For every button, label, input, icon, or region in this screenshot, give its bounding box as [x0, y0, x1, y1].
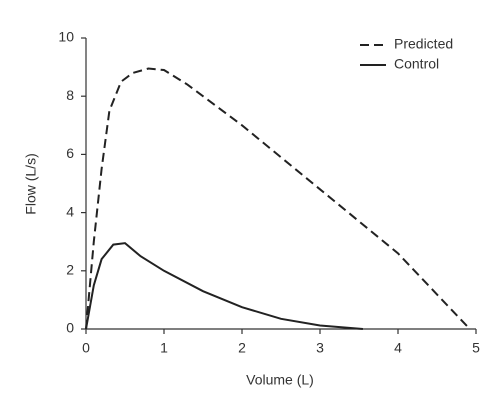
legend-label: Control: [394, 56, 439, 72]
line-series: [85, 242, 363, 330]
y-tick-label: 4: [66, 203, 74, 219]
x-tick-label: 3: [316, 340, 324, 356]
x-tick-label: 5: [472, 340, 480, 356]
y-tick-label: 8: [66, 87, 74, 103]
x-tick-label: 1: [160, 340, 168, 356]
y-tick-label: 10: [58, 29, 74, 45]
line-series: [85, 67, 471, 330]
y-tick-label: 6: [66, 145, 74, 161]
legend-label: Predicted: [394, 36, 453, 52]
x-tick-label: 0: [82, 340, 90, 356]
y-tick-label: 0: [66, 320, 74, 336]
x-tick-label: 4: [394, 340, 402, 356]
y-axis-label: Flow (L/s): [23, 153, 39, 214]
x-tick-label: 2: [238, 340, 246, 356]
y-tick-label: 2: [66, 262, 74, 278]
x-axis-label: Volume (L): [246, 372, 314, 388]
